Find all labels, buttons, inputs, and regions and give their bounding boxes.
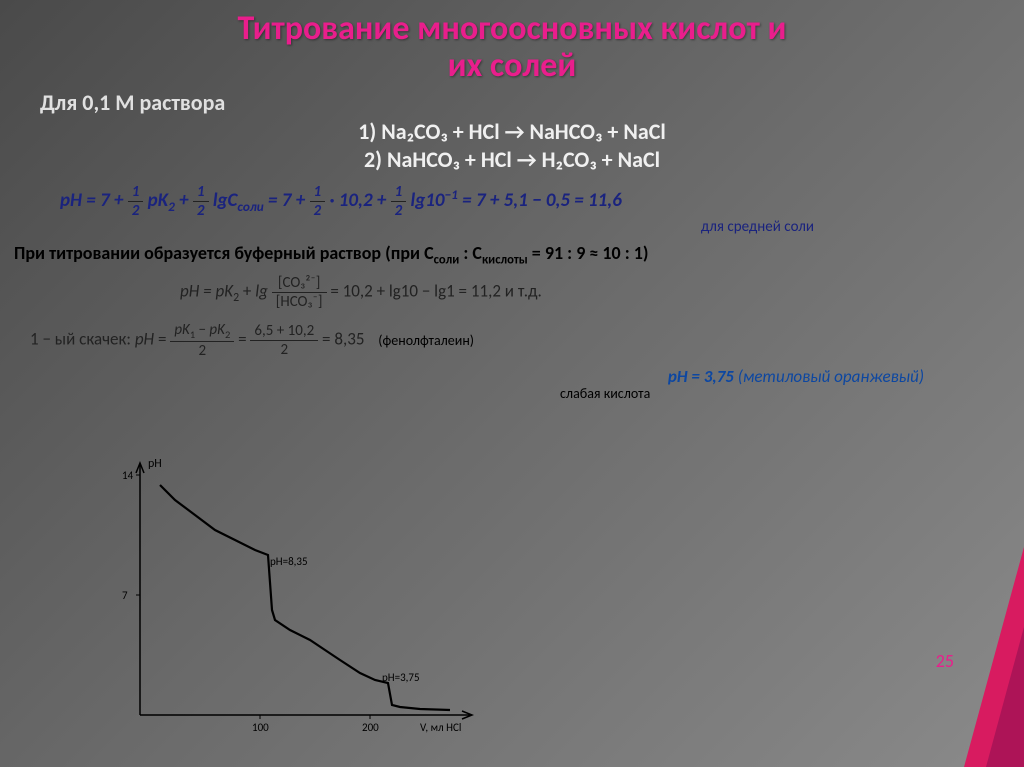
methyl-orange-line: pH = 3,75 (метиловый оранжевый)	[0, 366, 1024, 387]
ph-formula-1: pH = 7 + 12 pK2 + 12 lgCсоли = 7 + 12 · …	[0, 183, 1024, 220]
middle-salt-note: для средней соли	[0, 218, 1024, 236]
reaction-2: 2) NaHCO₃ + HCl → H₂CO₃ + NaCl	[0, 146, 1024, 175]
ph-formula-2: pH = pK2 + lg [CO₃²⁻][HCO₃⁻] = 10,2 + lg…	[0, 274, 1024, 311]
subtitle: Для 0,1 М раствора	[0, 89, 1024, 116]
svg-text:V, мл HCl: V, мл HCl	[420, 721, 461, 734]
svg-text:7: 7	[122, 589, 128, 602]
title-line2: их солей	[448, 45, 577, 86]
svg-text:14: 14	[122, 469, 134, 482]
svg-text:200: 200	[362, 721, 379, 734]
titration-chart: pH 7 14 100 200 V, мл HCl pH=8,35 pH=3,75	[120, 445, 500, 745]
phenol-label: (фенолфталеин)	[378, 332, 474, 349]
weak-acid-label: слабая кислота	[0, 385, 1024, 402]
svg-text:pH=8,35: pH=8,35	[270, 555, 308, 568]
reaction-1: 1) Na₂CO₃ + HCl → NaHCO₃ + NaCl	[0, 118, 1024, 147]
page-number: 25	[936, 650, 954, 672]
svg-text:pH=3,75: pH=3,75	[382, 671, 420, 684]
jump-formula: 1 − ый скачек: pH = pK1 − pK22 = 6,5 + 1…	[0, 321, 1024, 360]
svg-text:100: 100	[252, 721, 269, 734]
buffer-text: При титровании образуется буферный раств…	[0, 242, 1024, 268]
svg-text:pH: pH	[148, 457, 162, 471]
title-line1: Титрование многоосновных кислот и	[238, 8, 787, 49]
corner-accent-inner	[986, 627, 1024, 767]
